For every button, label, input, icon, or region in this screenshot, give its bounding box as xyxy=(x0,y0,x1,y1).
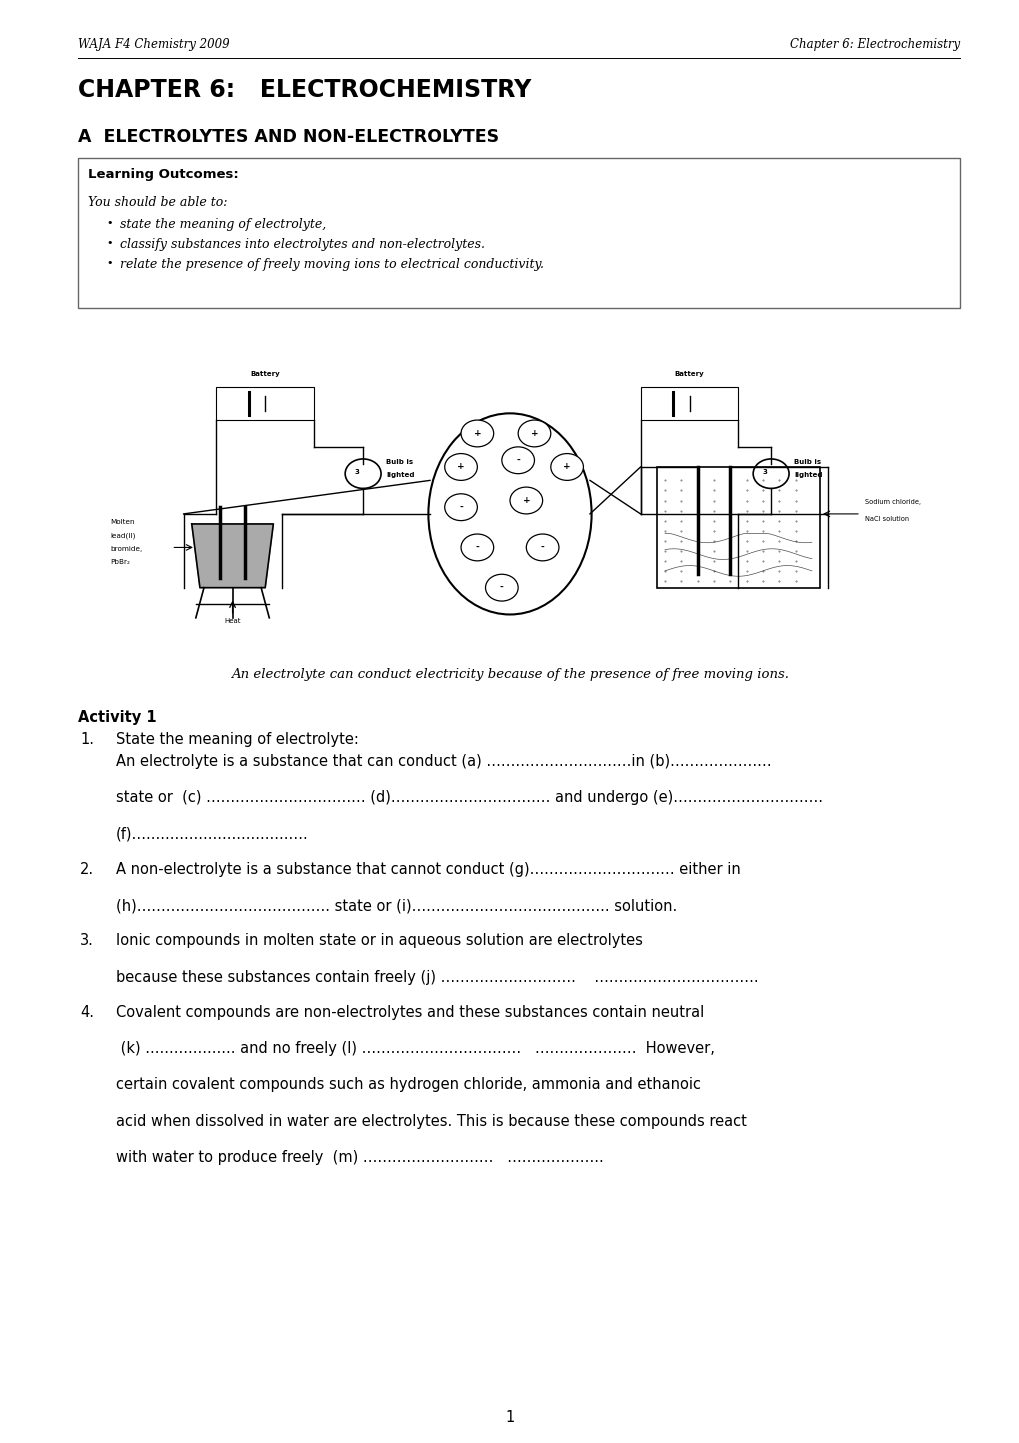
Text: +: + xyxy=(473,429,481,439)
Text: +: + xyxy=(530,429,538,439)
Polygon shape xyxy=(192,524,273,587)
Text: Heat: Heat xyxy=(224,618,240,623)
Text: lead(II): lead(II) xyxy=(110,532,136,538)
Text: -: - xyxy=(540,543,544,551)
Text: 4.: 4. xyxy=(79,1004,94,1020)
Circle shape xyxy=(485,574,518,602)
Text: State the meaning of electrolyte:: State the meaning of electrolyte: xyxy=(116,732,359,747)
Text: 1.: 1. xyxy=(79,732,94,747)
Text: •: • xyxy=(106,258,112,268)
Text: Bulb is: Bulb is xyxy=(793,459,820,465)
Text: lighted: lighted xyxy=(793,472,821,478)
Text: lighted: lighted xyxy=(385,472,414,478)
Text: 1: 1 xyxy=(504,1410,515,1426)
Text: Sodium chloride,: Sodium chloride, xyxy=(864,499,920,505)
Text: (k) ................... and no freely (l) ……………………………   …………………  However,: (k) ................... and no freely (l… xyxy=(116,1040,714,1056)
Text: -: - xyxy=(475,543,479,551)
Text: +: + xyxy=(522,496,530,505)
Bar xyxy=(77,157,959,307)
Text: An electrolyte is a substance that can conduct (a) …………………………in (b)…………………: An electrolyte is a substance that can c… xyxy=(116,755,770,769)
Text: 3: 3 xyxy=(761,469,766,475)
Text: Battery: Battery xyxy=(674,371,704,378)
Circle shape xyxy=(444,494,477,521)
Circle shape xyxy=(518,420,550,447)
Bar xyxy=(216,387,314,420)
Text: +: + xyxy=(562,462,571,472)
Circle shape xyxy=(550,453,583,481)
Circle shape xyxy=(461,534,493,561)
Text: certain covalent compounds such as hydrogen chloride, ammonia and ethanoic: certain covalent compounds such as hydro… xyxy=(116,1078,700,1092)
Text: 3.: 3. xyxy=(79,934,94,948)
Text: •: • xyxy=(106,238,112,248)
Circle shape xyxy=(510,488,542,514)
Text: Covalent compounds are non-electrolytes and these substances contain neutral: Covalent compounds are non-electrolytes … xyxy=(116,1004,703,1020)
Circle shape xyxy=(501,447,534,473)
Text: Bulb is: Bulb is xyxy=(385,459,413,465)
Text: PbBr₂: PbBr₂ xyxy=(110,560,129,566)
Circle shape xyxy=(344,459,381,488)
Text: Battery: Battery xyxy=(250,371,280,378)
Text: (f)…..............................….: (f)…..............................…. xyxy=(116,827,309,841)
Text: Chapter 6: Electrochemistry: Chapter 6: Electrochemistry xyxy=(789,38,959,51)
Text: 2.: 2. xyxy=(79,861,94,877)
Text: -: - xyxy=(516,456,520,465)
Text: CHAPTER 6:   ELECTROCHEMISTRY: CHAPTER 6: ELECTROCHEMISTRY xyxy=(77,78,531,102)
Circle shape xyxy=(752,459,789,488)
Text: (h)…………………………………. state or (i)………………………………….. solution.: (h)…………………………………. state or (i)…………………………… xyxy=(116,898,677,913)
Text: relate the presence of freely moving ions to electrical conductivity.: relate the presence of freely moving ion… xyxy=(120,258,543,271)
Text: +: + xyxy=(457,462,465,472)
Text: because these substances contain freely (j) ……………………….    …………………………….: because these substances contain freely … xyxy=(116,970,758,984)
Text: Molten: Molten xyxy=(110,519,135,525)
Text: acid when dissolved in water are electrolytes. This is because these compounds r: acid when dissolved in water are electro… xyxy=(116,1114,746,1128)
Text: A  ELECTROLYTES AND NON-ELECTROLYTES: A ELECTROLYTES AND NON-ELECTROLYTES xyxy=(77,128,498,146)
Text: Learning Outcomes:: Learning Outcomes: xyxy=(88,167,238,180)
Text: state the meaning of electrolyte,: state the meaning of electrolyte, xyxy=(120,218,326,231)
Text: classify substances into electrolytes and non-electrolytes.: classify substances into electrolytes an… xyxy=(120,238,484,251)
Text: WAJA F4 Chemistry 2009: WAJA F4 Chemistry 2009 xyxy=(77,38,229,51)
Text: -: - xyxy=(459,502,463,512)
Circle shape xyxy=(461,420,493,447)
Circle shape xyxy=(444,453,477,481)
Text: Activity 1: Activity 1 xyxy=(77,710,157,724)
Ellipse shape xyxy=(428,413,591,615)
Text: with water to produce freely  (m) ………………………   ………………..: with water to produce freely (m) …………………… xyxy=(116,1150,603,1165)
Text: -: - xyxy=(499,583,503,592)
Text: NaCl solution: NaCl solution xyxy=(864,515,908,521)
Bar xyxy=(640,387,738,420)
Bar xyxy=(656,468,819,587)
Text: state or  (c) …………………………… (d)…………………………… and undergo (e)………………………….: state or (c) …………………………… (d)…………………………… … xyxy=(116,791,822,805)
Text: You should be able to:: You should be able to: xyxy=(88,196,227,209)
Text: A non-electrolyte is a substance that cannot conduct (g)………………………… either in: A non-electrolyte is a substance that ca… xyxy=(116,861,740,877)
Text: Ionic compounds in molten state or in aqueous solution are electrolytes: Ionic compounds in molten state or in aq… xyxy=(116,934,642,948)
Text: An electrolyte can conduct electricity because of the presence of free moving io: An electrolyte can conduct electricity b… xyxy=(230,668,789,681)
Circle shape xyxy=(526,534,558,561)
Text: bromide,: bromide, xyxy=(110,545,143,551)
Text: 3: 3 xyxy=(354,469,359,475)
Text: •: • xyxy=(106,218,112,228)
